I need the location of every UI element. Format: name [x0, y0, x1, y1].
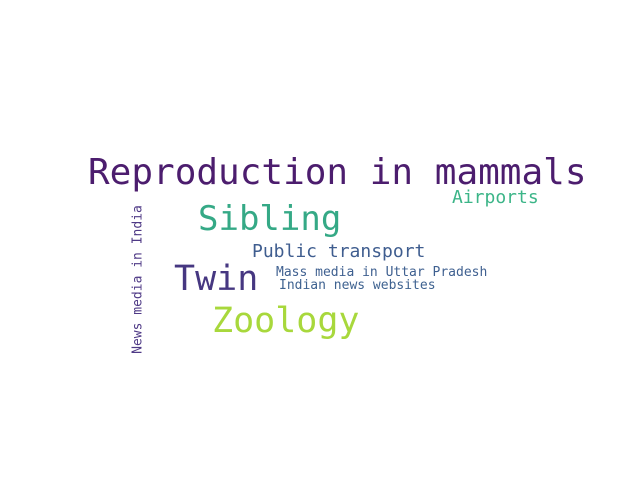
word-news-media-in-india: News media in India	[130, 205, 146, 354]
word-public-transport: Public transport	[252, 241, 426, 262]
word-mass-media-in-uttar-pradesh: Mass media in Uttar Pradesh	[276, 265, 488, 280]
word-airports: Airports	[452, 187, 539, 208]
word-sibling: Sibling	[198, 199, 342, 239]
word-indian-news-websites: Indian news websites	[279, 278, 436, 293]
word-twin: Twin	[174, 259, 259, 299]
word-zoology: Zoology	[212, 301, 360, 341]
word-reproduction-in-mammals: Reproduction in mammals	[88, 152, 587, 193]
